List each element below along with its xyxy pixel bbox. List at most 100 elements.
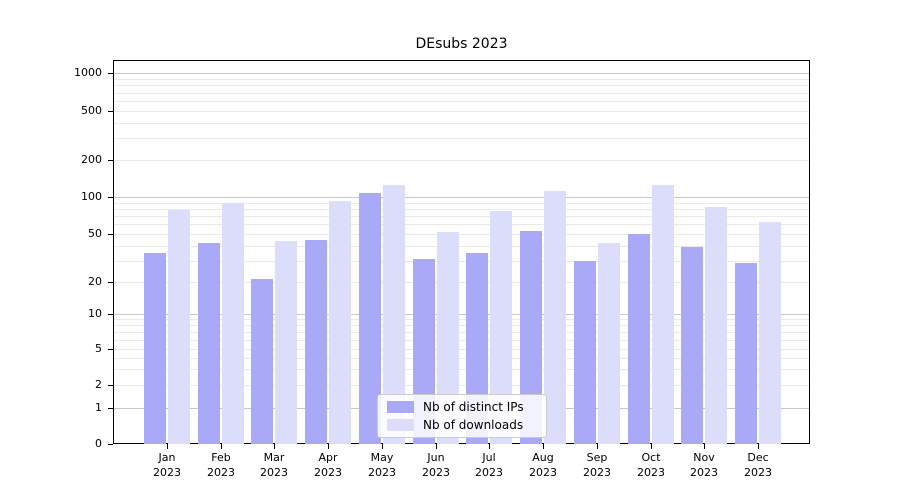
- minor-gridline: [114, 234, 809, 235]
- minor-gridline: [114, 93, 809, 94]
- y-tick-label: 5: [95, 342, 102, 355]
- x-tick-label: Dec 2023: [744, 451, 772, 479]
- x-tick-mark: [489, 444, 490, 449]
- x-tick-label: Jun 2023: [422, 451, 450, 479]
- bar-downloads-nov: [705, 207, 727, 444]
- major-gridline: [114, 197, 809, 198]
- minor-gridline: [114, 332, 809, 333]
- bar-downloads-mar: [275, 241, 297, 444]
- legend-swatch-distinct-ips-icon: [387, 401, 414, 413]
- minor-gridline: [114, 216, 809, 217]
- y-tick-mark: [108, 111, 113, 112]
- minor-gridline: [114, 261, 809, 262]
- minor-gridline: [114, 79, 809, 80]
- y-tick-mark: [108, 197, 113, 198]
- y-tick-mark: [108, 444, 113, 445]
- x-tick-label: May 2023: [368, 451, 396, 479]
- bar-downloads-jun: [437, 232, 459, 444]
- x-tick-label: Oct 2023: [637, 451, 665, 479]
- minor-gridline: [114, 282, 809, 283]
- x-tick-mark: [328, 444, 329, 449]
- x-tick-label: Mar 2023: [260, 451, 288, 479]
- bar-downloads-may: [383, 185, 405, 444]
- x-tick-mark: [704, 444, 705, 449]
- minor-gridline: [114, 111, 809, 112]
- y-tick-label: 50: [88, 227, 102, 240]
- minor-gridline: [114, 369, 809, 370]
- minor-gridline: [114, 325, 809, 326]
- y-tick-mark: [108, 408, 113, 409]
- y-tick-mark: [108, 73, 113, 74]
- minor-gridline: [114, 160, 809, 161]
- legend-swatch-downloads-icon: [387, 419, 414, 431]
- x-tick-label: Apr 2023: [314, 451, 342, 479]
- x-tick-mark: [221, 444, 222, 449]
- y-tick-mark: [108, 282, 113, 283]
- bar-distinct-ips-apr: [305, 240, 327, 444]
- y-tick-mark: [108, 349, 113, 350]
- y-tick-mark: [108, 314, 113, 315]
- bar-downloads-aug: [544, 191, 566, 444]
- minor-gridline: [114, 358, 809, 359]
- bar-distinct-ips-nov: [681, 247, 703, 444]
- x-tick-label: Jul 2023: [475, 451, 503, 479]
- minor-gridline: [114, 101, 809, 102]
- bar-downloads-apr: [329, 201, 351, 444]
- bar-distinct-ips-may: [359, 193, 381, 444]
- y-tick-label: 20: [88, 275, 102, 288]
- bar-downloads-jan: [168, 210, 190, 444]
- minor-gridline: [114, 138, 809, 139]
- major-gridline: [114, 73, 809, 74]
- minor-gridline: [114, 209, 809, 210]
- x-tick-mark: [382, 444, 383, 449]
- bar-distinct-ips-mar: [251, 279, 273, 444]
- bar-downloads-feb: [222, 203, 244, 444]
- x-tick-label: Sep 2023: [583, 451, 611, 479]
- minor-gridline: [114, 340, 809, 341]
- minor-gridline: [114, 85, 809, 86]
- x-tick-mark: [167, 444, 168, 449]
- chart-title: DEsubs 2023: [415, 36, 508, 52]
- bar-distinct-ips-jan: [144, 253, 166, 444]
- x-tick-mark: [651, 444, 652, 449]
- legend-label-distinct-ips: Nb of distinct IPs: [423, 400, 524, 414]
- y-tick-label: 1000: [74, 66, 102, 79]
- y-tick-label: 100: [81, 190, 102, 203]
- y-tick-label: 0: [95, 437, 102, 450]
- minor-gridline: [114, 203, 809, 204]
- legend-item-downloads: Nb of downloads: [378, 418, 546, 432]
- x-tick-mark: [436, 444, 437, 449]
- legend-item-distinct-ips: Nb of distinct IPs: [378, 400, 546, 414]
- y-tick-label: 1: [95, 401, 102, 414]
- y-tick-label: 200: [81, 153, 102, 166]
- minor-gridline: [114, 349, 809, 350]
- x-tick-label: Jan 2023: [153, 451, 181, 479]
- y-tick-label: 500: [81, 104, 102, 117]
- y-tick-label: 2: [95, 378, 102, 391]
- bar-distinct-ips-sep: [574, 261, 596, 444]
- y-tick-mark: [108, 385, 113, 386]
- y-tick-mark: [108, 160, 113, 161]
- legend: Nb of distinct IPs Nb of downloads: [377, 394, 547, 438]
- x-tick-mark: [543, 444, 544, 449]
- bar-distinct-ips-oct: [628, 234, 650, 444]
- x-tick-mark: [597, 444, 598, 449]
- x-tick-label: Feb 2023: [207, 451, 235, 479]
- x-tick-label: Aug 2023: [529, 451, 557, 479]
- minor-gridline: [114, 246, 809, 247]
- major-gridline: [114, 314, 809, 315]
- bar-downloads-sep: [598, 243, 620, 444]
- y-tick-label: 10: [88, 307, 102, 320]
- plot-area: [113, 60, 810, 444]
- minor-gridline: [114, 224, 809, 225]
- legend-label-downloads: Nb of downloads: [423, 418, 524, 432]
- bar-distinct-ips-aug: [520, 231, 542, 444]
- bar-downloads-jul: [490, 211, 512, 444]
- minor-gridline: [114, 319, 809, 320]
- x-tick-label: Nov 2023: [690, 451, 718, 479]
- minor-gridline: [114, 123, 809, 124]
- x-tick-mark: [274, 444, 275, 449]
- bar-distinct-ips-feb: [198, 243, 220, 444]
- bar-downloads-dec: [759, 222, 781, 444]
